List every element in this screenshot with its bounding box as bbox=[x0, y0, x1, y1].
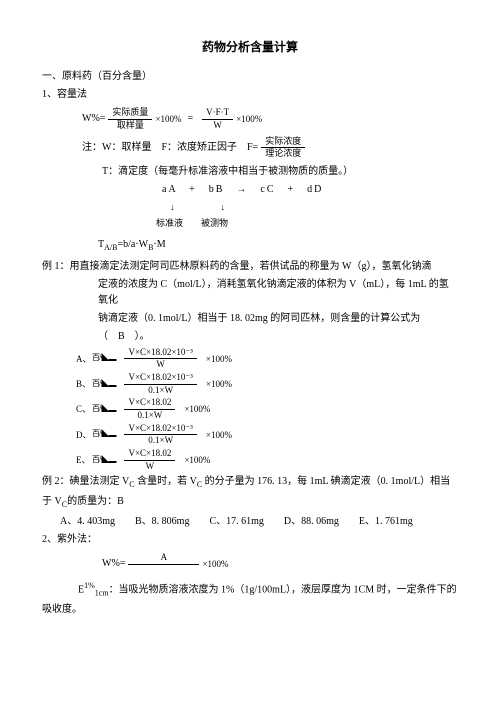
tab-formula: TA/B=b/a·WB·M bbox=[98, 239, 166, 250]
opt-squiggle: 百/\◣▂ bbox=[92, 378, 115, 391]
frac-2: V·F·T W bbox=[202, 107, 233, 131]
option-row: D、百/\◣▂ V×C×18.02×10⁻³0.1×W ×100% bbox=[42, 423, 458, 447]
opt-tail: ×100% bbox=[206, 352, 232, 366]
opt-tail: ×100% bbox=[206, 377, 232, 391]
note-1b: T：滴定度（每毫升标准溶液中相当于被测物质的质量。） bbox=[42, 164, 458, 180]
formula-lhs: W%= bbox=[82, 111, 105, 127]
f1-eq: = bbox=[188, 111, 194, 127]
ex1-l3: 钠滴定液（0. 1mol/L）相当于 18. 02mg 的阿司匹林，则含量的计算… bbox=[42, 311, 458, 327]
f1-end: ×100% bbox=[236, 112, 262, 126]
page-title: 药物分析含量计算 bbox=[42, 38, 458, 57]
opt-letter: D、 bbox=[76, 428, 92, 442]
opt-frac: V×C×18.02W bbox=[124, 448, 175, 472]
option-row: B、百/\◣▂ V×C×18.02×10⁻³0.1×W ×100% bbox=[42, 372, 458, 396]
f1-mid: ×100% bbox=[155, 112, 181, 126]
uv-lhs: W%= bbox=[102, 556, 125, 572]
frac-f: 实际浓度 理论浓度 bbox=[261, 136, 305, 160]
opt-frac: V×C×18.02×10⁻³W bbox=[124, 347, 196, 371]
ex1-l4: （ B ）。 bbox=[42, 329, 458, 345]
reaction: aA + bB → cC + dD bbox=[42, 182, 458, 198]
opt-letter: C、 bbox=[76, 402, 92, 416]
arrows: ↓ ↓ bbox=[42, 200, 458, 214]
uv-tail: ×100% bbox=[202, 557, 228, 571]
opt-tail: ×100% bbox=[206, 428, 232, 442]
note-1a: 注：W：取样量 F：浓度矫正因子 F= bbox=[82, 140, 258, 156]
ex1-l1: 例 1：用直接滴定法测定阿司匹林原料药的含量，若供试品的称量为 W（g），氢氧化… bbox=[42, 259, 458, 275]
opt-squiggle: 百/\◣▂ bbox=[92, 428, 115, 441]
frac-1: 实际质量 取样量 bbox=[108, 107, 152, 131]
option-row: A、百/\◣▂ V×C×18.02×10⁻³W ×100% bbox=[42, 347, 458, 371]
opt-tail: ×100% bbox=[184, 453, 210, 467]
opt-frac: V×C×18.02×10⁻³0.1×W bbox=[124, 423, 196, 447]
ex2-l2: 于 VC的质量为：B bbox=[42, 494, 458, 512]
ex1-l2: 定液的浓度为 C（mol/L），消耗氢氧化钠滴定液的体积为 V（mL），每 1m… bbox=[42, 277, 458, 309]
options-list: A、百/\◣▂V×C×18.02×10⁻³W×100%B、百/\◣▂V×C×18… bbox=[42, 347, 458, 473]
opt-frac: V×C×18.020.1×W bbox=[124, 397, 175, 421]
ex2-opts: A、4. 403mg B、8. 806mg C、17. 61mg D、88. 0… bbox=[42, 514, 458, 530]
opt-frac: V×C×18.02×10⁻³0.1×W bbox=[124, 372, 196, 396]
opt-letter: A、 bbox=[76, 352, 92, 366]
opt-tail: ×100% bbox=[184, 402, 210, 416]
opt-squiggle: 百/\◣▂ bbox=[92, 352, 115, 365]
e-line-2: 吸收度。 bbox=[42, 602, 458, 618]
section-2-heading: 2、紫外法： bbox=[42, 532, 458, 548]
opt-squiggle: 百/\◣▂ bbox=[92, 454, 115, 467]
ex2-l1: 例 2：碘量法测定 VC 含量时，若 VC 的分子量为 176. 13，每 1m… bbox=[42, 474, 458, 492]
heading-1: 一、原料药（百分含量） bbox=[42, 69, 458, 85]
opt-squiggle: 百/\◣▂ bbox=[92, 403, 115, 416]
opt-letter: E、 bbox=[76, 453, 92, 467]
option-row: C、百/\◣▂ V×C×18.020.1×W ×100% bbox=[42, 397, 458, 421]
option-row: E、百/\◣▂ V×C×18.02W ×100% bbox=[42, 448, 458, 472]
uv-frac: A bbox=[128, 552, 199, 576]
react-labels: 标准液 被测物 bbox=[42, 216, 458, 230]
opt-letter: B、 bbox=[76, 377, 92, 391]
heading-2: 1、容量法 bbox=[42, 87, 458, 103]
e-line: E1%1cm：当吸光物质溶液浓度为 1%（1g/100mL），液层厚度为 1CM… bbox=[42, 580, 458, 600]
